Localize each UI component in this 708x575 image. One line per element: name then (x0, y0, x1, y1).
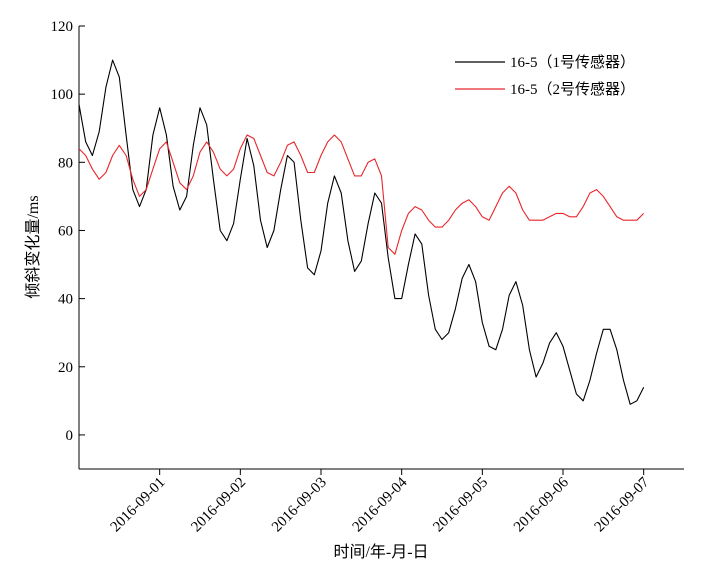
x-tick-label: 2016-09-06 (511, 474, 572, 535)
y-tick-label: 120 (51, 19, 74, 35)
x-tick-label: 2016-09-07 (592, 474, 653, 535)
series-line-sensor-2 (78, 134, 645, 255)
x-tick-label: 2016-09-04 (350, 474, 411, 535)
y-tick-label: 60 (58, 223, 73, 239)
y-tick-label: 100 (51, 87, 74, 103)
x-tick-label: 2016-09-01 (108, 475, 169, 536)
y-tick-label: 20 (58, 360, 73, 376)
y-tick-label: 40 (58, 292, 73, 308)
x-tick-label: 2016-09-05 (430, 475, 491, 536)
legend-label-sensor-1: 16-5（1号传感器） (510, 54, 635, 71)
x-axis-ticks: 2016-09-01 2016-09-02 2016-09-03 2016-09-04… (108, 469, 653, 535)
y-axis-ticks: 0 20 40 60 80 100 120 (51, 19, 85, 444)
x-tick-label: 2016-09-02 (188, 475, 249, 536)
legend: 16-5（1号传感器） 16-5（2号传感器） (455, 54, 635, 98)
x-axis-title: 时间/年-月-日 (333, 543, 428, 561)
series-layer (78, 59, 645, 405)
series-line-sensor-1 (78, 59, 645, 405)
y-axis-title: 倾斜变化量/ms (24, 195, 42, 298)
y-tick-label: 0 (66, 428, 74, 444)
y-tick-label: 80 (58, 155, 73, 171)
legend-label-sensor-2: 16-5（2号传感器） (510, 81, 635, 98)
x-tick-label: 2016-09-03 (269, 475, 330, 536)
